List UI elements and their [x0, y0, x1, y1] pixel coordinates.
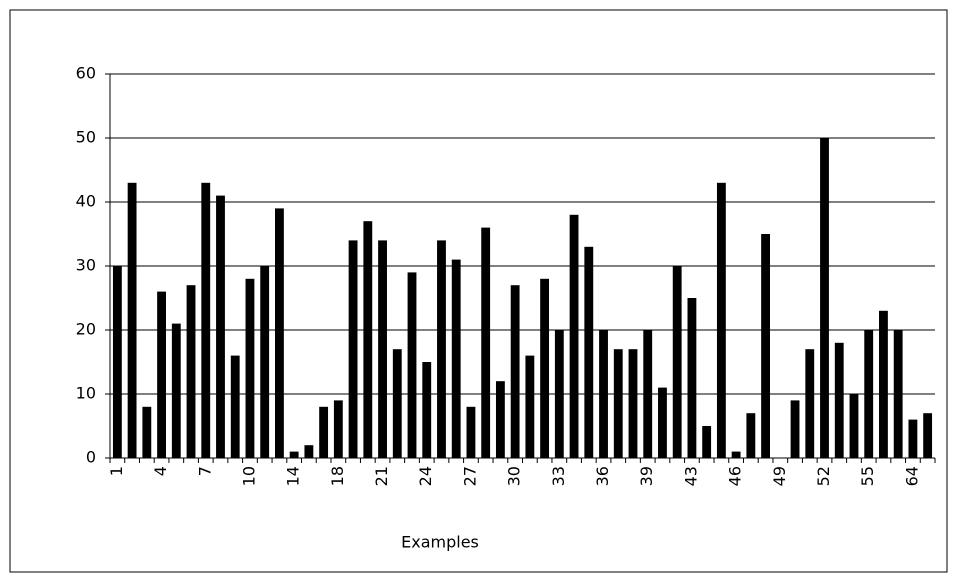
bar: [761, 234, 770, 458]
bar: [245, 278, 255, 458]
y-tick-label: 50: [76, 128, 96, 147]
bar: [304, 445, 314, 458]
x-tick-label: 55: [858, 466, 877, 486]
bar: [201, 182, 211, 459]
bar: [112, 266, 122, 458]
bar: [333, 400, 343, 458]
bar: [378, 240, 387, 458]
x-tick-label: 46: [726, 466, 745, 486]
bar: [687, 298, 697, 458]
bar: [525, 355, 535, 458]
bar: [348, 240, 358, 458]
bar: [319, 406, 329, 458]
bar: [790, 400, 800, 458]
bar: [481, 227, 491, 458]
x-tick-label: 14: [284, 466, 303, 486]
bar: [157, 291, 166, 458]
x-axis-label: Examples: [401, 533, 479, 552]
x-tick-label: 30: [505, 466, 524, 486]
x-tick-label: 52: [814, 466, 833, 486]
bar: [908, 419, 918, 458]
bar: [289, 451, 299, 458]
x-tick-label: 24: [416, 466, 435, 486]
bar: [127, 182, 137, 459]
bar: [613, 349, 623, 458]
x-tick-label: 27: [460, 466, 479, 486]
bar: [171, 323, 181, 458]
bar: [216, 195, 225, 458]
x-tick-label: 7: [195, 466, 214, 476]
bar: [422, 362, 432, 458]
x-tick-label: 33: [549, 466, 568, 486]
x-tick-label: 21: [372, 466, 391, 486]
bar: [554, 330, 564, 458]
bar: [540, 278, 550, 458]
bar: [437, 240, 446, 458]
bar: [820, 138, 829, 458]
bar: [392, 349, 402, 458]
bar: [466, 406, 476, 458]
bar: [510, 285, 520, 458]
x-tick-label: 43: [681, 466, 700, 486]
bar: [746, 413, 756, 458]
bar: [569, 214, 579, 458]
bar: [451, 259, 461, 458]
x-tick-label: 10: [239, 466, 258, 486]
y-tick-label: 30: [76, 256, 96, 275]
bar: [658, 387, 667, 458]
bar: [584, 246, 594, 458]
bar: [186, 285, 196, 458]
bar: [864, 330, 874, 458]
bar: [731, 451, 741, 458]
y-tick-label: 10: [76, 384, 96, 403]
bar: [363, 221, 373, 458]
x-tick-label: 64: [902, 466, 921, 486]
bar: [805, 349, 815, 458]
bar: [142, 406, 152, 458]
x-tick-label: 1: [107, 466, 126, 476]
bar: [407, 272, 417, 458]
bar: [495, 381, 505, 458]
bar: [672, 266, 682, 458]
bar: [628, 349, 638, 458]
bar: [893, 330, 903, 458]
bar: [923, 413, 933, 458]
bar: [879, 310, 888, 458]
x-tick-label: 36: [593, 466, 612, 486]
bar: [599, 330, 608, 458]
x-tick-label: 18: [328, 466, 347, 486]
bar: [716, 182, 726, 459]
x-tick-label: 49: [770, 466, 789, 486]
bar: [702, 426, 712, 458]
bar: [643, 330, 653, 458]
bar: [834, 342, 844, 458]
bar: [275, 208, 284, 458]
x-tick-label: 4: [151, 466, 170, 476]
x-tick-label: 39: [637, 466, 656, 486]
bar: [849, 394, 859, 458]
bar: [260, 266, 270, 458]
y-tick-label: 20: [76, 320, 96, 339]
y-tick-label: 40: [76, 192, 96, 211]
y-tick-label: 60: [76, 64, 96, 83]
bar: [230, 355, 240, 458]
y-tick-label: 0: [86, 448, 96, 467]
chart-frame: [9, 9, 948, 573]
